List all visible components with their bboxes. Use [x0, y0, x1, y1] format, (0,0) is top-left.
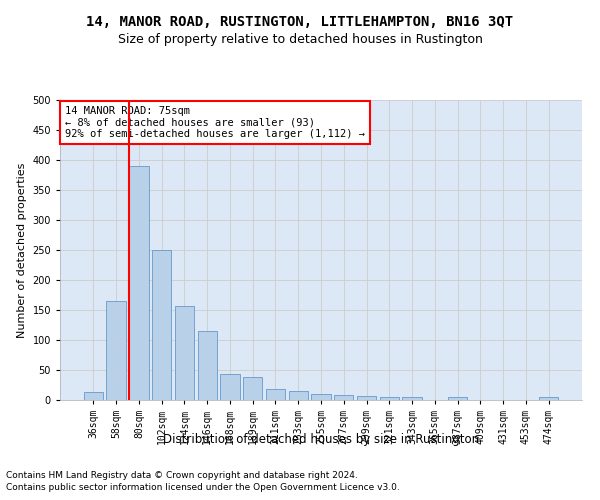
Bar — [175, 306, 194, 400]
Bar — [539, 397, 558, 400]
Bar — [84, 392, 103, 400]
Bar — [106, 301, 126, 400]
Bar — [197, 331, 217, 400]
Bar — [220, 374, 239, 400]
Text: 14, MANOR ROAD, RUSTINGTON, LITTLEHAMPTON, BN16 3QT: 14, MANOR ROAD, RUSTINGTON, LITTLEHAMPTO… — [86, 15, 514, 29]
Bar — [243, 376, 262, 400]
Bar — [334, 394, 353, 400]
Bar — [266, 388, 285, 400]
Text: Distribution of detached houses by size in Rustington: Distribution of detached houses by size … — [163, 432, 479, 446]
Y-axis label: Number of detached properties: Number of detached properties — [17, 162, 27, 338]
Text: 14 MANOR ROAD: 75sqm
← 8% of detached houses are smaller (93)
92% of semi-detach: 14 MANOR ROAD: 75sqm ← 8% of detached ho… — [65, 106, 365, 139]
Bar — [289, 391, 308, 400]
Bar — [380, 397, 399, 400]
Bar — [403, 397, 422, 400]
Bar — [357, 396, 376, 400]
Text: Contains public sector information licensed under the Open Government Licence v3: Contains public sector information licen… — [6, 484, 400, 492]
Bar — [129, 166, 149, 400]
Bar — [448, 397, 467, 400]
Bar — [311, 394, 331, 400]
Bar — [152, 250, 172, 400]
Text: Size of property relative to detached houses in Rustington: Size of property relative to detached ho… — [118, 32, 482, 46]
Text: Contains HM Land Registry data © Crown copyright and database right 2024.: Contains HM Land Registry data © Crown c… — [6, 471, 358, 480]
